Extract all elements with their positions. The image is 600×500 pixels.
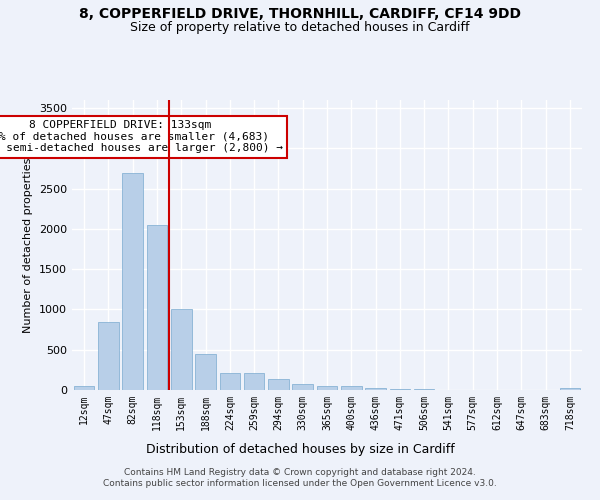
Text: Distribution of detached houses by size in Cardiff: Distribution of detached houses by size …: [146, 442, 454, 456]
Bar: [560, 388, 580, 390]
Y-axis label: Number of detached properties: Number of detached properties: [23, 158, 34, 332]
Bar: [171, 309, 191, 390]
Bar: [317, 386, 337, 390]
Bar: [98, 322, 119, 390]
Bar: [244, 372, 265, 390]
Text: 8, COPPERFIELD DRIVE, THORNHILL, CARDIFF, CF14 9DD: 8, COPPERFIELD DRIVE, THORNHILL, CARDIFF…: [79, 8, 521, 22]
Bar: [122, 172, 143, 390]
Bar: [292, 384, 313, 390]
Text: 8 COPPERFIELD DRIVE: 133sqm
← 62% of detached houses are smaller (4,683)
37% of : 8 COPPERFIELD DRIVE: 133sqm ← 62% of det…: [0, 120, 283, 154]
Text: Contains HM Land Registry data © Crown copyright and database right 2024.
Contai: Contains HM Land Registry data © Crown c…: [103, 468, 497, 487]
Bar: [220, 372, 240, 390]
Bar: [389, 389, 410, 390]
Bar: [74, 386, 94, 390]
Bar: [414, 389, 434, 390]
Bar: [146, 226, 167, 390]
Bar: [365, 388, 386, 390]
Bar: [195, 354, 216, 390]
Bar: [341, 386, 362, 390]
Bar: [268, 378, 289, 390]
Text: Size of property relative to detached houses in Cardiff: Size of property relative to detached ho…: [130, 21, 470, 34]
